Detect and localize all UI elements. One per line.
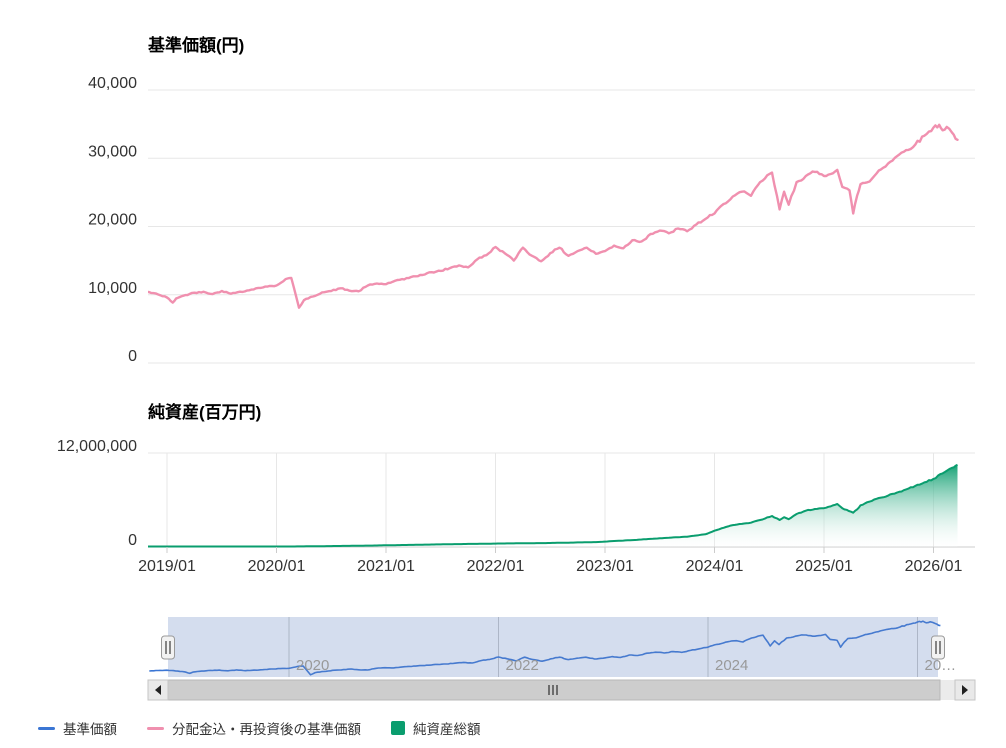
navigator-handle-right[interactable] — [931, 635, 945, 660]
x-tick-label: 2022/01 — [467, 558, 525, 575]
navigator-year-label: 2020 — [296, 657, 329, 674]
x-tick-label: 2023/01 — [576, 558, 634, 575]
legend-item-0[interactable]: 基準価額 — [38, 718, 117, 738]
reinvested-price-line — [148, 123, 959, 309]
x-tick-label: 2025/01 — [795, 558, 853, 575]
legend-label: 基準価額 — [63, 722, 117, 737]
navigator-year-label: 2024 — [715, 657, 748, 674]
scrollbar — [147, 679, 976, 701]
legend-label: 分配金込・再投資後の基準価額 — [172, 722, 361, 737]
scrollbar-left-button[interactable] — [147, 679, 169, 701]
legend-item-2[interactable]: 純資産総額 — [391, 718, 481, 738]
navigator: 2020 2022 2024 20… — [149, 617, 956, 677]
navigator-year-label: 20… — [924, 657, 956, 674]
navigator-handle-left[interactable] — [161, 635, 175, 660]
price-ytick-label: 10,000 — [88, 280, 137, 297]
net-assets-pane: 12,000,000 0 — [57, 438, 975, 549]
x-tick-label: 2020/01 — [248, 558, 306, 575]
scrollbar-right-arrow-icon — [962, 685, 968, 695]
price-ytick-label: 40,000 — [88, 75, 137, 92]
legend-swatch-line-icon — [147, 726, 164, 730]
legend-swatch-square-icon — [391, 721, 405, 735]
legend-swatch-line-icon — [38, 726, 55, 730]
net-assets-pane-title: 純資産(百万円) — [148, 403, 262, 422]
legend: 基準価額 分配金込・再投資後の基準価額 純資産総額 — [38, 718, 481, 738]
price-ytick-label: 0 — [128, 348, 137, 365]
scrollbar-right-button[interactable] — [954, 679, 976, 701]
x-tick-label: 2019/01 — [138, 558, 196, 575]
scrollbar-grip — [548, 685, 558, 695]
net-assets-line — [148, 463, 958, 548]
navigator-year-label: 2022 — [505, 657, 538, 674]
navigator-price-line — [149, 620, 941, 676]
price-chart-pane: 40,000 30,000 20,000 10,000 0 — [88, 75, 975, 365]
net-ytick-label: 12,000,000 — [57, 438, 137, 455]
navigator-selected-range[interactable] — [168, 617, 938, 677]
legend-label: 純資産総額 — [413, 722, 481, 737]
x-tick-label: 2026/01 — [905, 558, 963, 575]
net-assets-area — [148, 464, 958, 547]
price-pane-title: 基準価額(円) — [148, 36, 245, 55]
x-tick-label: 2021/01 — [357, 558, 415, 575]
legend-item-1[interactable]: 分配金込・再投資後の基準価額 — [147, 718, 361, 738]
net-ytick-label: 0 — [128, 532, 137, 549]
x-tick-label: 2024/01 — [686, 558, 744, 575]
price-ytick-label: 20,000 — [88, 212, 137, 229]
scrollbar-left-arrow-icon — [155, 685, 161, 695]
x-axis: 2019/01 2020/01 2021/01 2022/01 2023/01 2024/… — [138, 547, 963, 575]
price-ytick-label: 30,000 — [88, 143, 137, 160]
